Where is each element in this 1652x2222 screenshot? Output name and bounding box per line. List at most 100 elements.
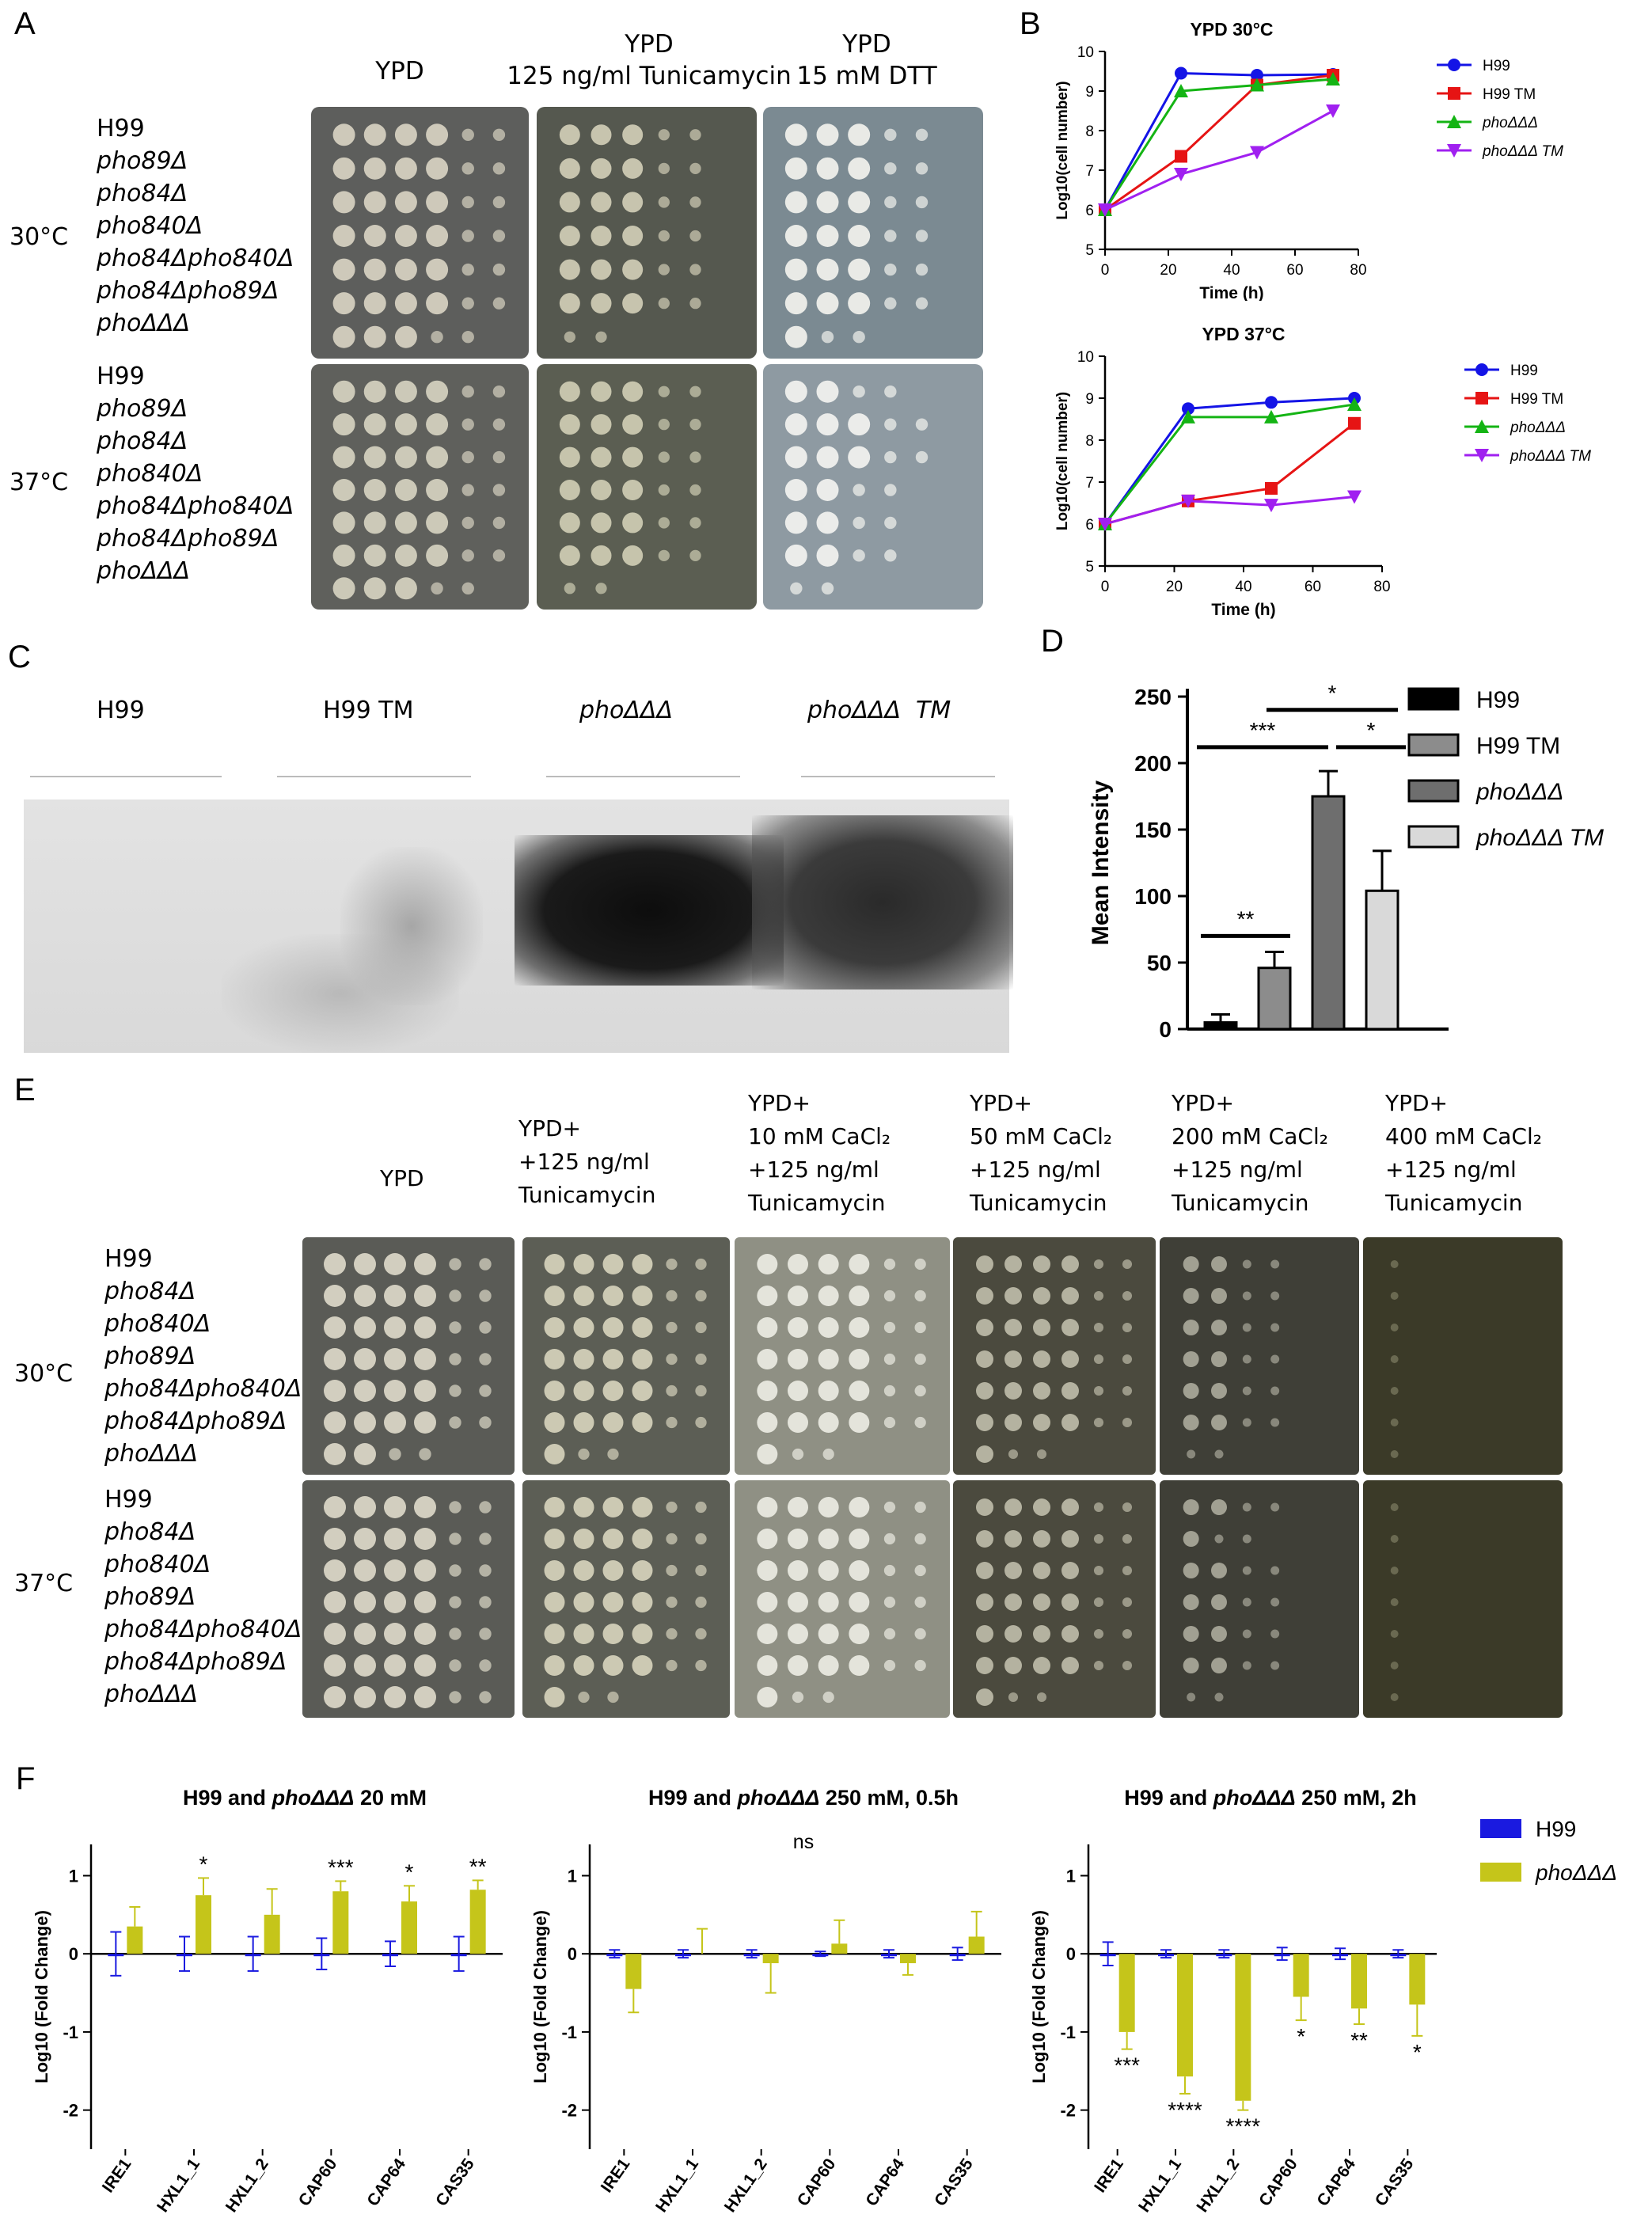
colony-spot xyxy=(324,1443,346,1465)
x-tick-label: 40 xyxy=(1235,579,1251,595)
colony-spot xyxy=(461,549,474,562)
colony-spot xyxy=(332,225,355,247)
bar xyxy=(1311,795,1346,1031)
colony-spot xyxy=(426,191,449,214)
colony-spot xyxy=(578,1691,590,1704)
colony-spot xyxy=(1214,1449,1224,1459)
colony-spot xyxy=(354,1380,376,1402)
spot-grid xyxy=(1390,1260,1399,1458)
colony-spot xyxy=(394,123,417,146)
strain-label: H99 xyxy=(97,115,145,142)
x-axis-label: Time (h) xyxy=(1199,284,1263,301)
x-tick-label: 80 xyxy=(1350,262,1366,279)
colony-spot xyxy=(658,162,670,175)
colony-spot xyxy=(784,511,807,534)
colony-spot xyxy=(849,1560,870,1581)
colony-spot xyxy=(914,1384,926,1397)
panel-e-condition-header: YPD xyxy=(380,1162,424,1195)
colony-spot xyxy=(632,1497,653,1517)
colony-spot xyxy=(1033,1625,1050,1643)
colony-spot xyxy=(384,1411,406,1434)
colony-spot xyxy=(757,1254,778,1274)
colony-spot xyxy=(788,1412,808,1433)
colony-spot xyxy=(632,1592,653,1612)
colony-spot xyxy=(757,1624,778,1644)
strain-label: phoΔΔΔ xyxy=(104,1681,198,1708)
colony-spot xyxy=(426,446,449,469)
significance-label: *** xyxy=(1250,718,1276,743)
colony-spot xyxy=(658,386,670,397)
colony-spot xyxy=(1270,1502,1280,1512)
y-tick-label: 1 xyxy=(1066,1866,1076,1886)
colony-spot xyxy=(784,157,807,180)
colony-spot xyxy=(914,1353,926,1365)
colony-spot xyxy=(915,128,929,141)
colony-spot xyxy=(324,1654,346,1677)
colony-spot xyxy=(461,196,474,209)
colony-spot xyxy=(1033,1414,1050,1431)
colony-spot xyxy=(591,480,612,500)
colony-spot xyxy=(1183,1626,1199,1642)
data-point xyxy=(1326,104,1340,118)
colony-spot xyxy=(324,1496,346,1518)
colony-spot xyxy=(884,263,897,276)
colony-spot xyxy=(426,511,449,534)
colony-spot xyxy=(695,1533,707,1545)
colony-spot xyxy=(332,191,355,214)
colony-spot xyxy=(1214,1534,1224,1544)
colony-spot xyxy=(414,1411,436,1434)
legend-label: H99 xyxy=(1476,687,1520,713)
colony-spot xyxy=(757,1687,778,1707)
colony-spot xyxy=(915,418,929,431)
legend-swatch xyxy=(1407,825,1460,849)
condition-line: YPD+ xyxy=(1172,1090,1235,1116)
colony-spot xyxy=(818,1529,839,1549)
colony-spot xyxy=(1036,1449,1047,1460)
colony-spot xyxy=(602,1624,624,1644)
colony-spot xyxy=(354,1443,376,1465)
colony-spot xyxy=(914,1659,926,1672)
x-tick-label: CAS35 xyxy=(1372,2155,1418,2209)
colony-spot xyxy=(449,1384,461,1397)
colony-spot xyxy=(757,1444,778,1464)
colony-spot xyxy=(578,1448,590,1460)
colony-spot xyxy=(1061,1255,1079,1273)
spot-grid xyxy=(1183,1256,1280,1459)
y-axis-label: Log10 (Fold Change) xyxy=(1029,1910,1049,2083)
y-tick-label: 10 xyxy=(1077,44,1094,61)
lane-label-h99: H99 xyxy=(97,697,145,724)
colony-spot xyxy=(816,446,839,469)
colony-spot xyxy=(914,1596,926,1609)
colony-spot xyxy=(354,1559,376,1582)
colony-spot xyxy=(1061,1319,1079,1336)
y-tick-label: 9 xyxy=(1085,84,1094,101)
colony-spot xyxy=(883,1384,896,1397)
colony-spot xyxy=(1122,1259,1133,1270)
colony-spot xyxy=(1390,1567,1399,1574)
colony-spot xyxy=(363,123,386,146)
colony-spot xyxy=(695,1416,707,1429)
colony-spot xyxy=(384,1559,406,1582)
colony-spot xyxy=(848,446,871,469)
condition-line: YPD+ xyxy=(1385,1090,1449,1116)
colony-spot xyxy=(479,1353,492,1365)
colony-spot xyxy=(602,1254,624,1274)
y-tick-label: 7 xyxy=(1085,163,1094,180)
colony-spot xyxy=(658,418,670,431)
colony-spot xyxy=(788,1624,808,1644)
colony-spot xyxy=(849,1381,870,1401)
data-point xyxy=(1264,499,1278,513)
colony-spot xyxy=(784,292,807,315)
colony-spot xyxy=(784,479,807,501)
colony-spot xyxy=(544,1381,565,1401)
colony-spot xyxy=(1242,1418,1251,1427)
colony-spot xyxy=(883,1628,896,1640)
colony-spot xyxy=(1093,1565,1104,1576)
colony-spot xyxy=(354,1348,376,1370)
bar xyxy=(831,1943,848,1954)
colony-spot xyxy=(622,480,644,500)
colony-spot xyxy=(591,512,612,534)
x-tick-label: HXL1_1 xyxy=(652,2155,702,2216)
significance-label: ** xyxy=(469,1854,487,1878)
colony-spot xyxy=(1270,1661,1280,1670)
